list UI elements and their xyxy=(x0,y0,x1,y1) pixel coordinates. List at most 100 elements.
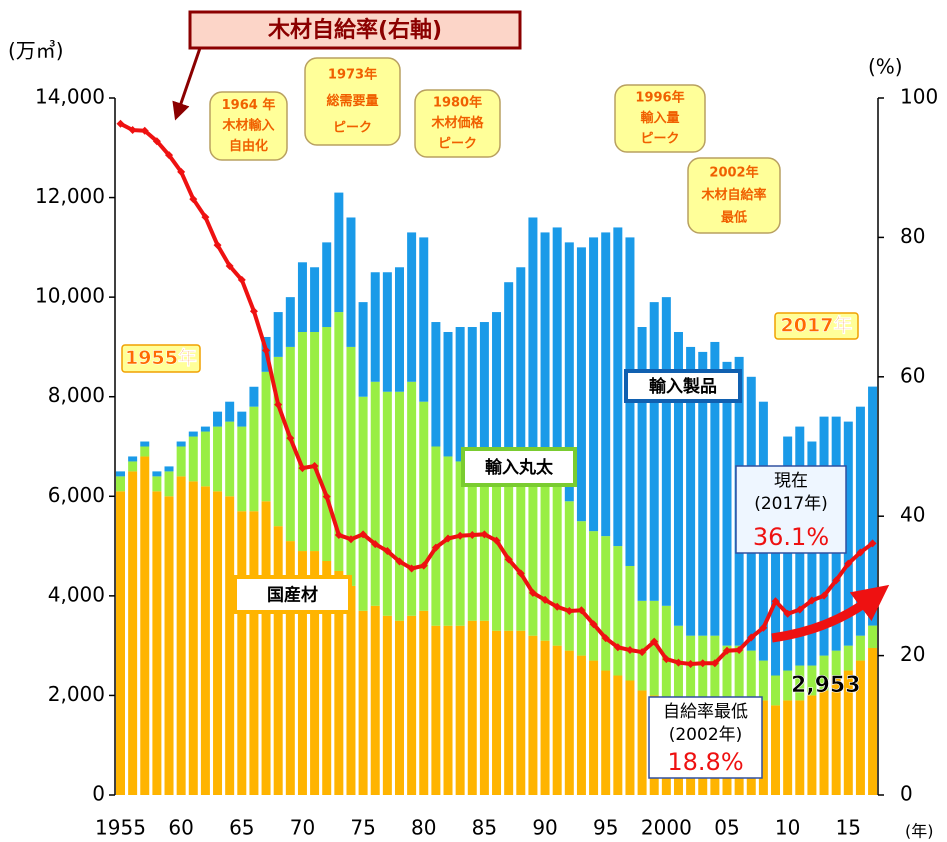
rate-value-label: 36.1% xyxy=(753,523,829,551)
rate-marker xyxy=(298,464,307,473)
rate-marker xyxy=(237,275,246,284)
bar-segment xyxy=(467,620,477,795)
y2-tick-label: 80 xyxy=(900,224,925,248)
rate-marker xyxy=(201,213,210,222)
bar-segment xyxy=(819,690,829,795)
x-tick-label: 60 xyxy=(168,816,193,840)
rate-marker xyxy=(310,462,319,471)
rate-marker xyxy=(723,646,731,655)
callout-text: 自給率最低 xyxy=(663,702,748,722)
rate-marker xyxy=(359,530,368,539)
bar-segment xyxy=(564,650,574,795)
bar-segment xyxy=(783,670,793,701)
bar-segment xyxy=(661,605,671,701)
bar-segment xyxy=(795,665,805,701)
bar-segment xyxy=(322,327,332,562)
bar-segment xyxy=(868,647,878,795)
bar-segment xyxy=(758,660,768,701)
rate-marker xyxy=(334,531,343,540)
rate-name-box xyxy=(188,10,522,50)
callout-box xyxy=(648,696,763,779)
bar-segment xyxy=(686,346,696,636)
rate-value-label: 18.8% xyxy=(667,748,743,776)
series-label: 国産材 xyxy=(267,585,318,606)
rate-marker xyxy=(225,261,234,270)
bar-segment xyxy=(273,526,283,795)
bar-segment xyxy=(116,476,125,492)
bar-segment xyxy=(504,630,514,795)
x-tick-label: 80 xyxy=(411,816,436,840)
bar-segment xyxy=(443,625,453,795)
bar-segment xyxy=(431,625,441,795)
bar-segment xyxy=(576,655,586,795)
x-tick-label: 2000 xyxy=(641,816,692,840)
y-tick-label: 4,000 xyxy=(48,582,105,606)
rate-marker xyxy=(759,623,768,632)
bar-segment xyxy=(285,297,295,347)
annotation-box xyxy=(614,84,706,153)
bar-segment xyxy=(455,461,465,626)
bar-segment xyxy=(492,630,502,795)
annotation-box xyxy=(209,91,288,161)
bar-segment xyxy=(322,561,332,795)
bar-segment xyxy=(164,496,174,795)
bar-segment xyxy=(771,675,781,706)
bar-segment xyxy=(225,496,235,795)
bar-segment xyxy=(370,272,380,382)
bar-segment xyxy=(225,401,235,422)
bar-segment xyxy=(431,322,441,447)
annotation-box xyxy=(304,57,401,146)
bar-segment xyxy=(467,327,477,462)
y-tick-label: 12,000 xyxy=(35,184,105,208)
bar-segment xyxy=(698,635,708,711)
bar-segment xyxy=(819,655,829,691)
bar-segment xyxy=(637,600,647,691)
bar-segment xyxy=(213,491,223,795)
x-axis-unit: (年) xyxy=(905,822,934,841)
y-tick-label: 0 xyxy=(92,782,105,806)
bar-segment xyxy=(200,486,210,795)
bar-segment xyxy=(128,456,138,462)
y2-tick-label: 40 xyxy=(900,503,925,527)
rate-marker xyxy=(710,659,719,668)
bar-segment xyxy=(213,411,223,427)
x-tick-label: 05 xyxy=(714,816,739,840)
annotation-text: 2017年 xyxy=(781,314,853,337)
y-tick-label: 2,000 xyxy=(48,682,105,706)
bar-segment xyxy=(492,466,502,631)
bar-segment xyxy=(322,242,332,328)
bar-segment xyxy=(831,650,841,676)
bar-segment xyxy=(297,331,307,552)
bar-segment xyxy=(710,635,720,711)
rate-marker xyxy=(407,564,416,573)
bar-segment xyxy=(419,237,429,402)
bar-segment xyxy=(394,391,404,621)
bar-segment xyxy=(625,565,635,681)
rate-marker xyxy=(346,535,355,544)
bar-segment xyxy=(237,426,247,512)
bar-segment xyxy=(589,660,599,795)
bar-segment xyxy=(249,511,259,795)
bar-segment xyxy=(297,262,307,332)
bar-segment xyxy=(237,411,247,427)
bar-segment xyxy=(504,461,514,631)
bar-segment xyxy=(601,536,611,671)
y-axis-unit: (万㎥) xyxy=(8,39,64,63)
series-label: 輸入丸太 xyxy=(485,457,554,478)
bar-segment xyxy=(843,421,853,646)
rate-marker xyxy=(783,609,792,618)
bar-segment xyxy=(310,267,320,332)
annotation-text: 木材自給率 xyxy=(700,187,766,203)
rate-marker xyxy=(856,548,865,557)
bar-segment xyxy=(528,635,538,795)
bar-segment xyxy=(540,471,550,641)
bar-segment xyxy=(176,446,186,477)
bar-segment xyxy=(771,705,781,795)
bar-segment xyxy=(346,585,356,795)
bar-segment xyxy=(152,471,162,477)
bar-segment xyxy=(589,237,599,532)
rate-marker xyxy=(456,531,465,540)
callout-text: 現在 xyxy=(774,471,808,491)
value-label: 2,953 xyxy=(791,673,861,698)
